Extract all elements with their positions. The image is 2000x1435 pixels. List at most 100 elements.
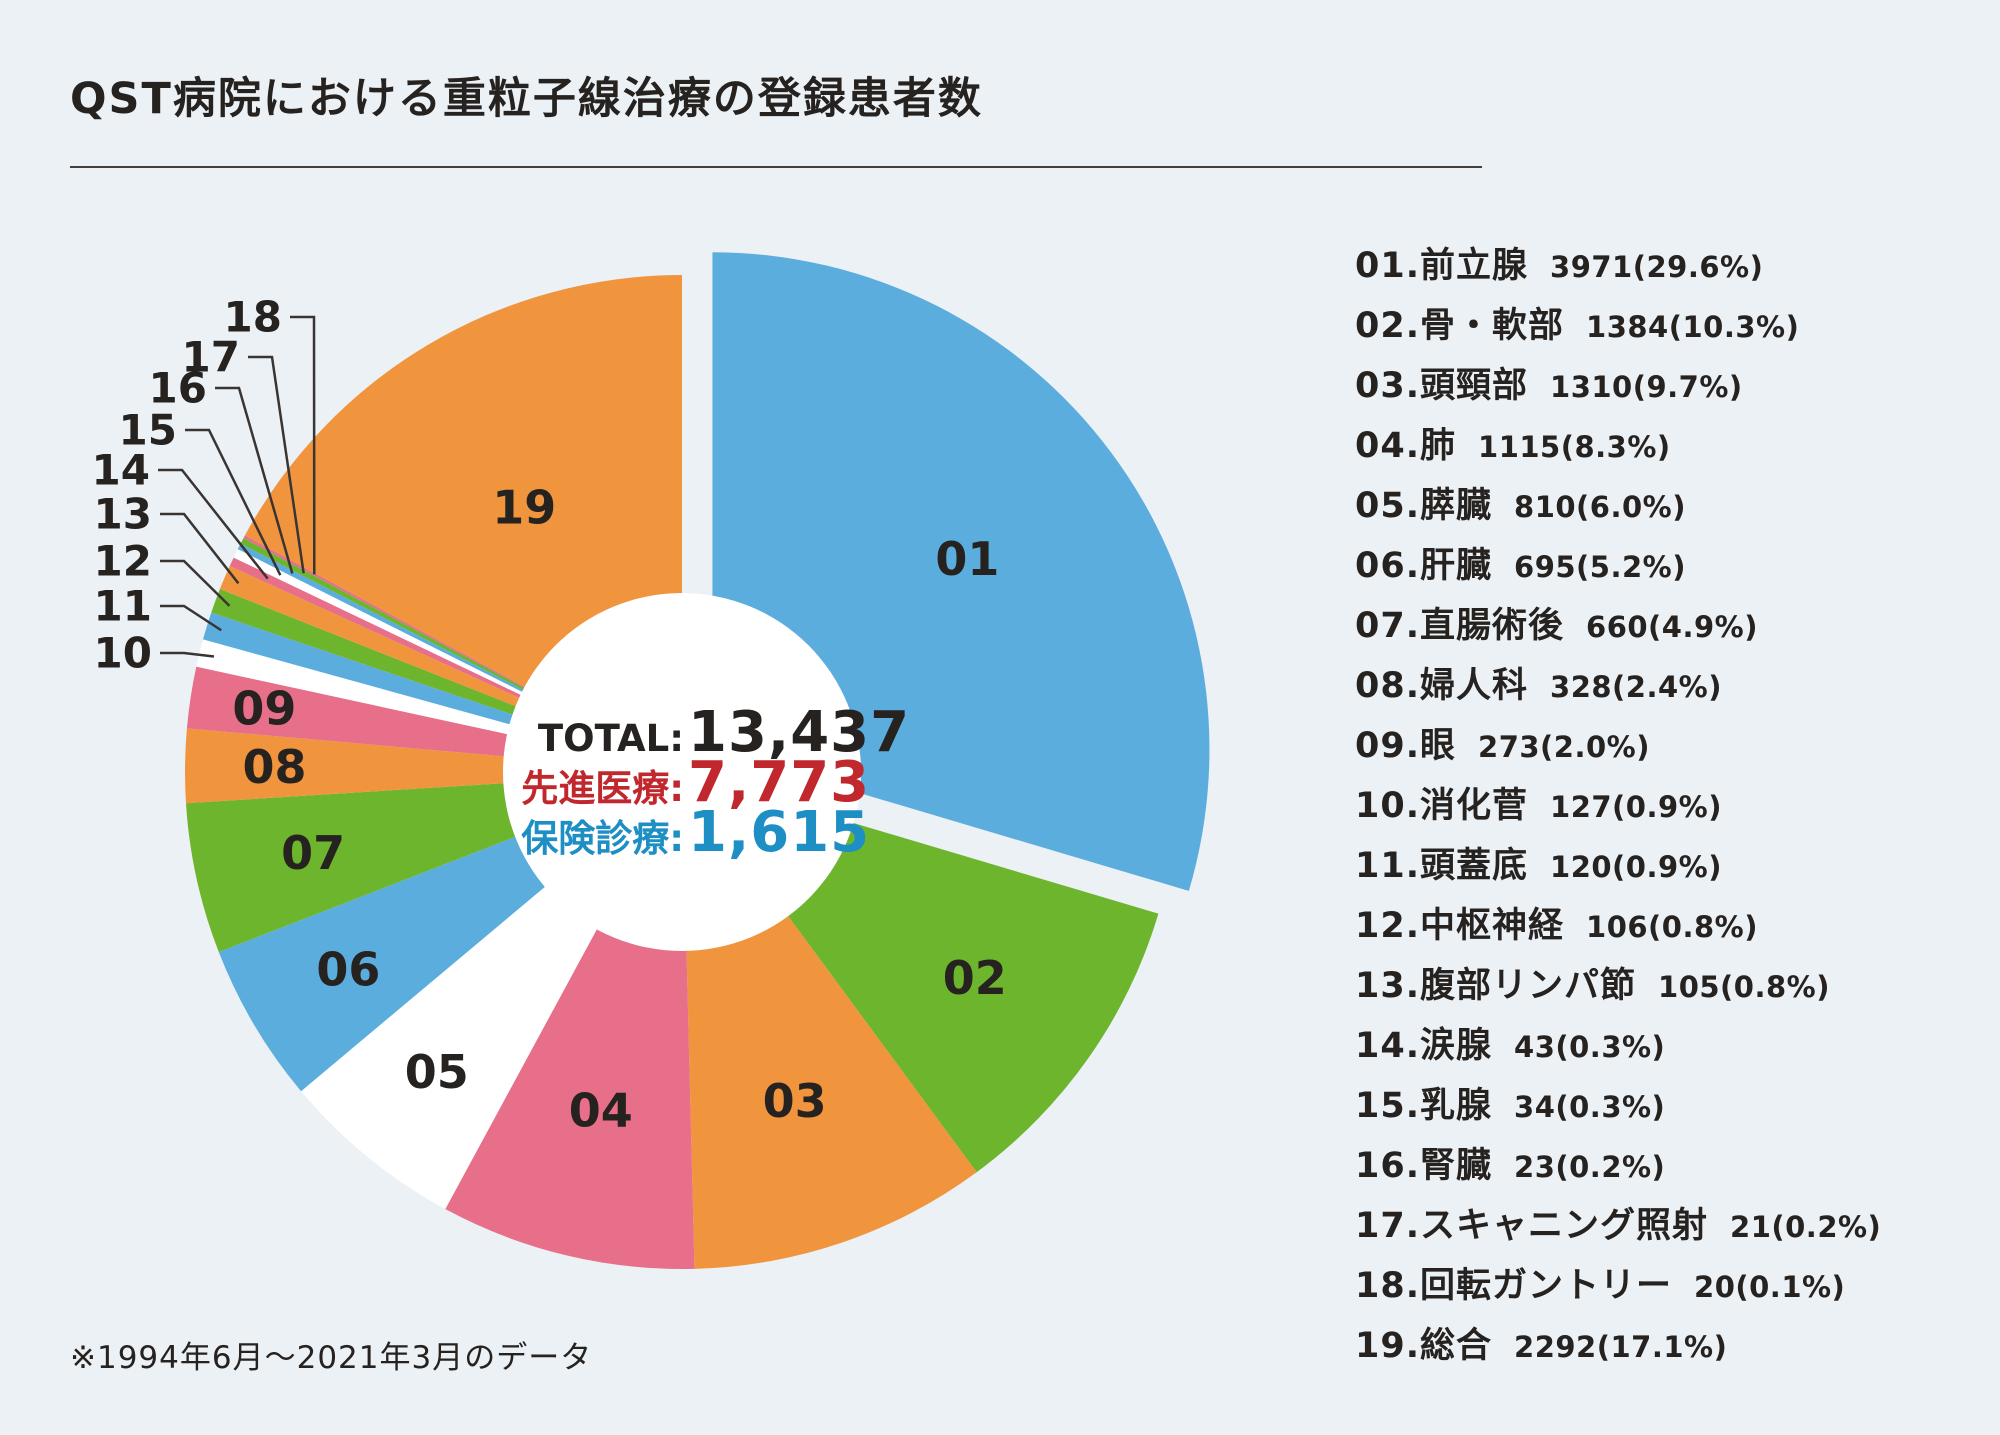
slice-number-label-13: 13 [94, 490, 152, 539]
legend-item-value: 21(0.2%) [1730, 1210, 1882, 1244]
legend-item-07: 07.直腸術後 660(4.9%) [1355, 597, 1881, 657]
insured-care-row: 保険診療: 1,615 [492, 800, 872, 865]
legend-item-value: 43(0.3%) [1514, 1030, 1666, 1064]
legend-item-label: 11.頭蓋底 [1355, 846, 1529, 886]
slice-number-label-07: 07 [281, 826, 345, 880]
legend-item-16: 16.腎臓 23(0.2%) [1355, 1137, 1881, 1197]
slice-number-label-15: 15 [119, 406, 177, 455]
page-title: QST病院における重粒子線治療の登録患者数 [70, 74, 983, 124]
legend-item-value: 127(0.9%) [1550, 790, 1722, 824]
insured-care-label: 保険診療: [521, 817, 684, 860]
legend-item-value: 2292(17.1%) [1514, 1330, 1728, 1364]
legend-item-13: 13.腹部リンパ節 105(0.8%) [1355, 957, 1881, 1017]
legend: 01.前立腺 3971(29.6%) 02.骨・軟部 1384(10.3%) 03.頭頸… [1355, 237, 1881, 1377]
legend-item-value: 328(2.4%) [1550, 670, 1722, 704]
slice-number-label-06: 06 [316, 942, 380, 996]
pie-center-summary: TOTAL: 13,437 先進医療: 7,773 保険診療: 1,615 [492, 700, 909, 865]
legend-item-label: 02.骨・軟部 [1355, 306, 1565, 346]
legend-item-12: 12.中枢神経 106(0.8%) [1355, 897, 1881, 957]
slice-number-label-16: 16 [149, 364, 207, 413]
legend-item-label: 14.涙腺 [1355, 1026, 1493, 1066]
legend-item-05: 05.膵臓 810(6.0%) [1355, 477, 1881, 537]
leader-line-13 [160, 512, 240, 585]
legend-item-04: 04.肺 1115(8.3%) [1355, 417, 1881, 477]
legend-item-value: 106(0.8%) [1586, 910, 1758, 944]
advanced-care-label: 先進医療: [521, 767, 684, 810]
slice-number-label-04: 04 [569, 1083, 633, 1137]
legend-item-label: 03.頭頸部 [1355, 366, 1529, 406]
legend-item-11: 11.頭蓋底 120(0.9%) [1355, 837, 1881, 897]
slice-number-label-12: 12 [94, 537, 152, 586]
slice-number-label-05: 05 [405, 1045, 469, 1099]
slice-number-label-01: 01 [935, 532, 999, 586]
legend-item-value: 1384(10.3%) [1586, 310, 1800, 344]
legend-item-value: 1310(9.7%) [1550, 370, 1743, 404]
legend-item-label: 04.肺 [1355, 426, 1457, 466]
legend-item-label: 07.直腸術後 [1355, 606, 1565, 646]
legend-item-08: 08.婦人科 328(2.4%) [1355, 657, 1881, 717]
legend-item-label: 09.眼 [1355, 726, 1457, 766]
slice-number-label-10: 10 [94, 629, 152, 678]
legend-item-value: 23(0.2%) [1514, 1150, 1666, 1184]
leader-line-18 [290, 315, 316, 575]
legend-item-15: 15.乳腺 34(0.3%) [1355, 1077, 1881, 1137]
legend-item-label: 18.回転ガントリー [1355, 1266, 1673, 1306]
legend-item-06: 06.肝臓 695(5.2%) [1355, 537, 1881, 597]
legend-item-label: 10.消化菅 [1355, 786, 1529, 826]
advanced-care-value: 7,773 [688, 750, 871, 815]
footnote: ※1994年6月～2021年3月のデータ [70, 1340, 593, 1376]
legend-item-label: 01.前立腺 [1355, 246, 1529, 286]
leader-line-17 [248, 355, 305, 574]
slice-number-label-03: 03 [763, 1074, 827, 1128]
legend-item-label: 16.腎臓 [1355, 1146, 1493, 1186]
legend-item-label: 06.肝臓 [1355, 546, 1493, 586]
legend-item-label: 19.総合 [1355, 1326, 1493, 1366]
legend-item-10: 10.消化菅 127(0.9%) [1355, 777, 1881, 837]
advanced-care-row: 先進医療: 7,773 [492, 750, 872, 815]
legend-item-value: 695(5.2%) [1514, 550, 1686, 584]
legend-item-19: 19.総合 2292(17.1%) [1355, 1317, 1881, 1377]
legend-item-value: 1115(8.3%) [1478, 430, 1671, 464]
legend-item-value: 660(4.9%) [1586, 610, 1758, 644]
donut-hole [503, 593, 861, 951]
leader-line-15 [185, 428, 282, 576]
legend-item-label: 17.スキャニング照射 [1355, 1206, 1709, 1246]
legend-item-03: 03.頭頸部 1310(9.7%) [1355, 357, 1881, 417]
pie-slice-08 [184, 728, 682, 804]
slice-number-label-11: 11 [94, 582, 152, 631]
legend-item-09: 09.眼 273(2.0%) [1355, 717, 1881, 777]
legend-item-label: 12.中枢神経 [1355, 906, 1565, 946]
legend-item-14: 14.涙腺 43(0.3%) [1355, 1017, 1881, 1077]
leader-line-10 [160, 651, 215, 658]
legend-item-label: 13.腹部リンパ節 [1355, 966, 1637, 1006]
total-label: TOTAL: [537, 717, 684, 760]
legend-item-value: 3971(29.6%) [1550, 250, 1764, 284]
total-row: TOTAL: 13,437 [492, 700, 909, 765]
leader-line-11 [160, 604, 222, 632]
leader-line-16 [215, 386, 294, 574]
title-divider [70, 166, 1482, 168]
insured-care-value: 1,615 [688, 800, 871, 865]
leader-line-14 [158, 468, 269, 580]
legend-item-label: 08.婦人科 [1355, 666, 1529, 706]
legend-item-value: 120(0.9%) [1550, 850, 1722, 884]
legend-item-value: 273(2.0%) [1478, 730, 1650, 764]
legend-item-18: 18.回転ガントリー 20(0.1%) [1355, 1257, 1881, 1317]
legend-item-label: 05.膵臓 [1355, 486, 1493, 526]
slice-number-label-09: 09 [232, 682, 296, 736]
legend-item-02: 02.骨・軟部 1384(10.3%) [1355, 297, 1881, 357]
legend-item-17: 17.スキャニング照射 21(0.2%) [1355, 1197, 1881, 1257]
leader-line-12 [160, 559, 231, 607]
legend-item-01: 01.前立腺 3971(29.6%) [1355, 237, 1881, 297]
slice-number-label-19: 19 [492, 480, 556, 534]
slice-number-label-18: 18 [224, 293, 282, 342]
slice-number-label-02: 02 [943, 951, 1007, 1005]
legend-item-label: 15.乳腺 [1355, 1086, 1493, 1126]
legend-item-value: 105(0.8%) [1658, 970, 1830, 1004]
legend-item-value: 34(0.3%) [1514, 1090, 1666, 1124]
total-value: 13,437 [688, 700, 911, 765]
slice-number-label-17: 17 [182, 333, 240, 382]
legend-item-value: 20(0.1%) [1694, 1270, 1846, 1304]
slice-number-label-08: 08 [242, 740, 306, 794]
